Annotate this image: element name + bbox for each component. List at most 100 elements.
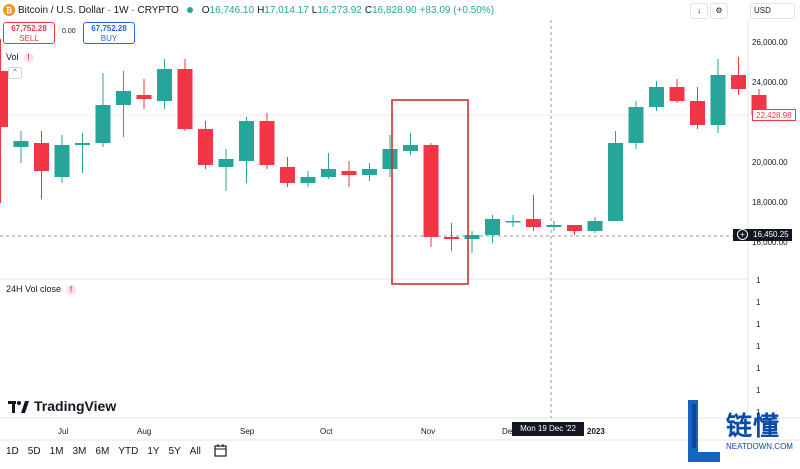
brand-name: TradingView (34, 398, 117, 414)
vol24-label: 24H Vol close (6, 284, 62, 294)
timeframe-bar: 1D 5D 1M 3M 6M YTD 1Y 5Y All (6, 446, 210, 457)
time-axis-label: Sep (240, 427, 255, 436)
highlight-box (391, 99, 469, 285)
timeframe-5y[interactable]: 5Y (168, 446, 181, 457)
candle-body (136, 95, 152, 99)
watermark-en: NEATDOWN.COM (726, 442, 793, 451)
alert-icon[interactable]: ! (66, 285, 77, 295)
candle-body (198, 129, 213, 165)
candle-body (690, 101, 705, 125)
time-axis-label: Dec (502, 427, 517, 436)
low-label: L (311, 4, 318, 16)
candle-body (300, 177, 316, 183)
price-axis-label: 24,000.00 (752, 78, 788, 87)
crosshair-price-tag[interactable]: +16,450.25 (733, 229, 792, 241)
vol-label: Vol (6, 52, 19, 62)
volume-axis-label: 1 (756, 364, 761, 373)
tradingview-icon (8, 400, 30, 413)
price-axis-label: 18,000.00 (752, 198, 788, 207)
buy-button[interactable]: 67,752.28 BUY (83, 22, 135, 44)
watermark-cn: 链懂 (726, 411, 781, 441)
timeframe-all[interactable]: All (189, 446, 201, 457)
timeframe-1m[interactable]: 1M (49, 446, 64, 457)
candle-body (321, 169, 336, 177)
settings-button[interactable]: ⚙ (710, 3, 728, 19)
time-axis-label: Nov (421, 427, 436, 436)
timeframe-ytd[interactable]: YTD (118, 446, 139, 457)
candle-body (608, 143, 623, 221)
volume-axis-label: 1 (756, 386, 761, 395)
alert-icon[interactable]: ! (23, 53, 34, 63)
low-value: 16,273.92 (317, 4, 362, 16)
candle-body (546, 225, 562, 227)
collapse-legend-button[interactable]: ^ (8, 67, 22, 79)
download-button[interactable]: ↓ (690, 3, 708, 19)
spread-value: 0.00 (62, 28, 76, 35)
candle-body (0, 71, 8, 127)
open-label: O (201, 4, 210, 16)
calendar-icon[interactable] (214, 443, 228, 460)
tradingview-logo[interactable]: TradingView (8, 398, 116, 414)
time-axis-label: Jul (58, 427, 69, 436)
volume-axis-label: 1 (756, 276, 761, 285)
market-status-icon (186, 7, 193, 13)
timeframe-3m[interactable]: 3M (72, 446, 87, 457)
symbol-title[interactable]: Bitcoin / U.S. Dollar · 1W · CRYPTO (18, 4, 179, 16)
candle-body (239, 121, 254, 161)
crosshair-price-value: 16,450.25 (753, 230, 789, 239)
candle-body (567, 225, 582, 231)
crosshair-date-tag: Mon 19 Dec '22 (512, 422, 584, 436)
candle-body (116, 91, 131, 105)
candle-body (444, 237, 459, 239)
volume-axis-label: 1 (756, 342, 761, 351)
close-value: 16,828.90 (372, 4, 417, 16)
current-price-tag: 22,428.98 (752, 109, 796, 121)
timeframe-1d[interactable]: 1D (6, 446, 19, 457)
price-axis-label: 16,000.00 (752, 238, 788, 247)
vol-indicator-legend[interactable]: Vol! (6, 52, 34, 63)
volume-axis-label: 1 (756, 298, 761, 307)
candle-body (403, 145, 418, 151)
neatdown-watermark: 链懂 NEATDOWN.COM (686, 398, 798, 464)
candle-body (731, 75, 746, 89)
candle-body (157, 69, 172, 101)
sell-price: 67,752.28 (11, 24, 47, 33)
price-axis-label: 20,000.00 (752, 158, 788, 167)
sell-button[interactable]: 67,752.28 SELL (3, 22, 55, 44)
candle-body (95, 105, 111, 143)
neatdown-logo-icon (688, 400, 720, 462)
candle-body (13, 141, 29, 147)
candle-body (526, 219, 541, 227)
candle-body (587, 221, 603, 231)
candle-body (341, 171, 357, 175)
vol24-indicator-legend[interactable]: 24H Vol close! (6, 284, 77, 295)
candle-body (485, 219, 500, 235)
candle-body (710, 75, 726, 125)
candle-body (177, 69, 193, 129)
timeframe-6m[interactable]: 6M (95, 446, 110, 457)
open-value: 16,746.10 (209, 4, 255, 16)
currency-select[interactable]: USD (750, 3, 795, 19)
change-value: +83.09 (+0.50%) (419, 4, 495, 16)
time-axis-label: Oct (320, 427, 333, 436)
candle-body (505, 221, 521, 223)
candle-body (628, 107, 644, 143)
candle-body (464, 235, 480, 239)
candle-body (649, 87, 664, 107)
sell-label: SELL (19, 34, 39, 43)
volume-axis-label: 1 (756, 408, 761, 417)
candle-body (362, 169, 377, 175)
price-axis-label: 26,000.00 (752, 38, 788, 47)
high-value: 17,014.17 (264, 4, 309, 16)
time-axis-label: 2023 (587, 427, 605, 436)
candle-body (669, 87, 685, 101)
candle-body (218, 159, 234, 167)
buy-label: BUY (100, 34, 118, 43)
plus-icon[interactable]: + (737, 229, 748, 240)
candle-body (423, 145, 439, 237)
candle-body (280, 167, 295, 183)
timeframe-1y[interactable]: 1Y (147, 446, 160, 457)
timeframe-5d[interactable]: 5D (27, 446, 41, 457)
